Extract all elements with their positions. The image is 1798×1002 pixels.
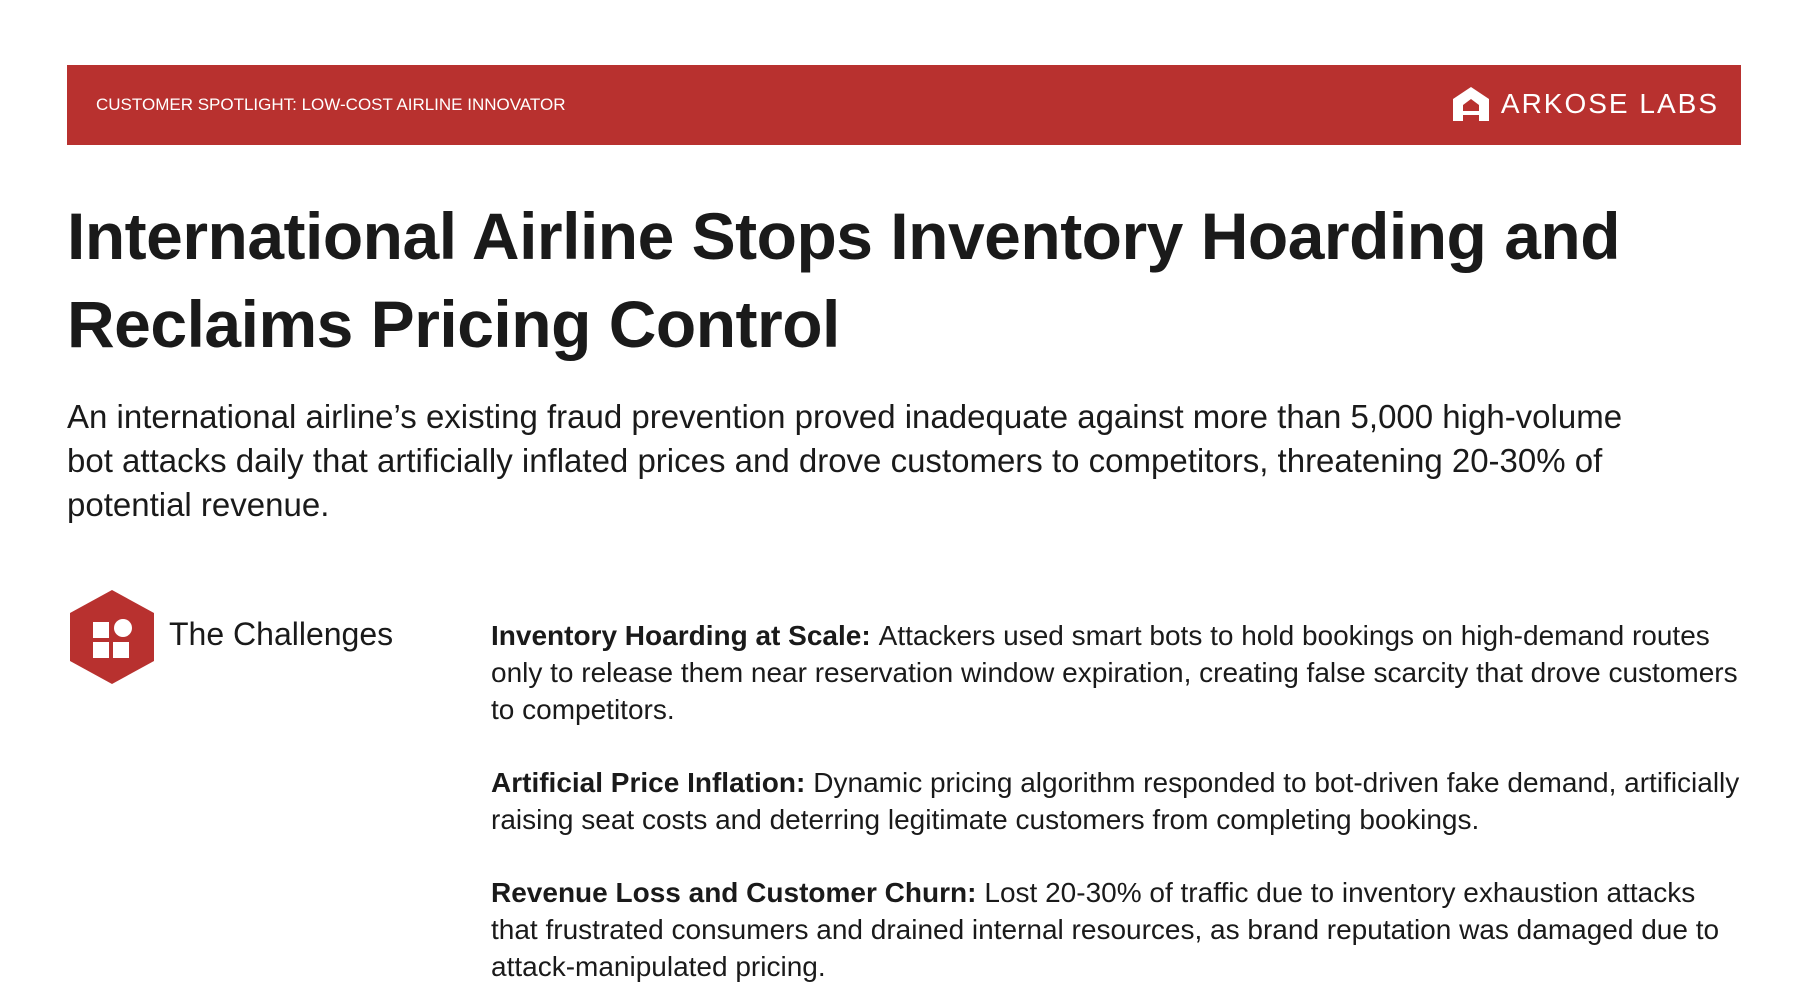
challenge-title: Revenue Loss and Customer Churn: [491, 877, 977, 908]
banner: CUSTOMER SPOTLIGHT: LOW-COST AIRLINE INN… [67, 65, 1741, 145]
challenge-item: Revenue Loss and Customer Churn: Lost 20-… [491, 874, 1741, 985]
challenge-item: Artificial Price Inflation: Dynamic prici… [491, 764, 1741, 838]
logo-text: ARKOSE LABS [1500, 88, 1719, 119]
summary: An international airline’s existing frau… [67, 398, 1623, 523]
challenge-item: Inventory Hoarding at Scale: Attackers us… [491, 617, 1741, 728]
section-heading: The Challenges [169, 616, 394, 652]
challenge-title: Inventory Hoarding at Scale: [491, 620, 871, 651]
banner-label: CUSTOMER SPOTLIGHT: LOW-COST AIRLINE INN… [96, 95, 566, 114]
challenges-icon [70, 590, 154, 684]
challenge-list: Inventory Hoarding at Scale: Attackers us… [491, 617, 1741, 1002]
challenge-text: Attackers used smart bots to hold bookin… [491, 620, 1738, 725]
challenge-title: Artificial Price Inflation: [491, 767, 806, 798]
challenge-text: Lost 20-30% of traffic due to inventory … [491, 877, 1720, 982]
challenge-text: Dynamic pricing algorithm responded to b… [491, 767, 1740, 835]
title: International Airline Stops Inventory Ho… [67, 199, 1621, 361]
logo-mark [1452, 87, 1489, 121]
logo: ARKOSE LABS [1451, 85, 1719, 123]
